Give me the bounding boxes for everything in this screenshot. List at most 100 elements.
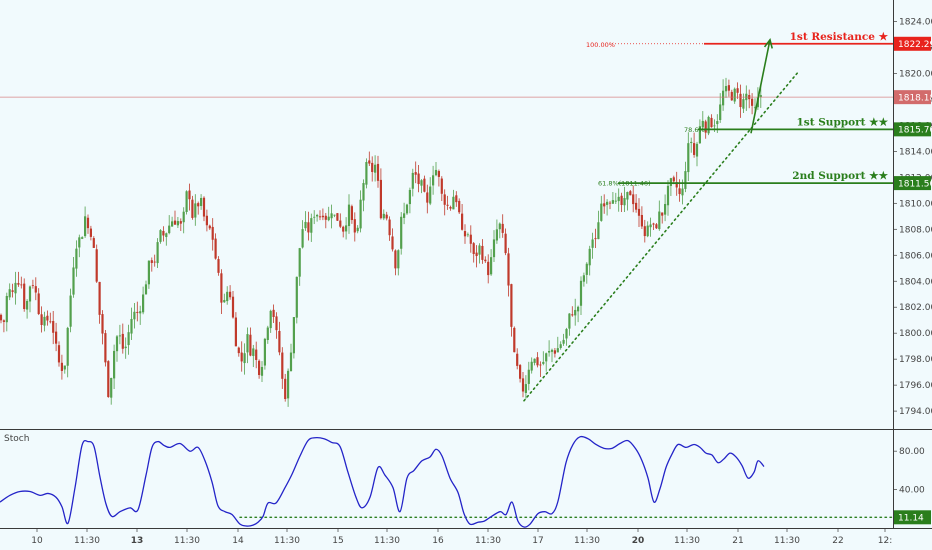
price-candle	[316, 213, 319, 222]
price-candle	[115, 334, 119, 362]
candle-body	[298, 248, 301, 277]
price-candle	[429, 177, 432, 206]
time-tick-label: 11:30	[274, 536, 300, 546]
candle-body	[655, 224, 658, 229]
price-candle	[356, 225, 359, 234]
price-candle	[26, 299, 29, 319]
price-candle	[513, 326, 516, 353]
price-candle	[75, 240, 78, 277]
candle-body	[336, 213, 339, 221]
price-candle	[307, 211, 310, 241]
time-tick-label: 20	[632, 536, 645, 546]
price-candle	[246, 327, 249, 364]
price-candle	[594, 228, 597, 249]
candle-body	[376, 163, 380, 181]
price-candle	[113, 344, 116, 389]
time-tick-label: 15	[332, 536, 343, 546]
price-candle	[168, 215, 171, 235]
candle-body	[684, 171, 687, 189]
candle-body	[429, 186, 432, 204]
candle-body	[643, 226, 646, 237]
price-candle	[376, 155, 380, 188]
price-candle	[507, 247, 510, 297]
price-candle	[617, 188, 620, 212]
level-price-badge-bg	[894, 176, 931, 191]
price-candle	[304, 211, 307, 231]
candle-body	[113, 350, 116, 379]
price-candle	[719, 93, 722, 123]
price-candle	[205, 209, 208, 232]
price-candle	[2, 319, 5, 333]
price-candle	[463, 224, 467, 244]
candle-body	[287, 370, 290, 399]
candle-body	[510, 284, 513, 327]
price-candle	[498, 222, 501, 239]
candle-body	[594, 238, 597, 240]
candle-body	[371, 162, 374, 173]
candle-body	[582, 275, 585, 282]
candle-body	[295, 276, 298, 318]
price-candle	[147, 260, 150, 289]
candle-body	[310, 218, 313, 233]
price-candle	[362, 179, 365, 212]
price-candle	[400, 212, 403, 255]
candle-body	[246, 334, 249, 353]
price-candle	[606, 199, 609, 216]
candle-body	[237, 347, 240, 354]
level-price-badge: 1815.70	[894, 122, 932, 137]
price-candle	[162, 226, 165, 242]
projection-arrow-head	[763, 37, 773, 49]
price-candle	[403, 202, 406, 225]
candle-body	[266, 327, 269, 341]
price-candle	[182, 207, 185, 234]
price-candle	[527, 361, 530, 391]
candle-body	[490, 257, 493, 275]
candle-body	[629, 191, 632, 196]
candle-body	[223, 299, 226, 303]
price-tick-label: 1824.00	[899, 18, 932, 28]
candle-body	[324, 215, 327, 220]
price-candle	[223, 293, 226, 303]
candle-body	[356, 227, 359, 232]
time-tick-label: 12:	[878, 536, 892, 546]
price-candle	[730, 89, 733, 101]
price-candle	[736, 82, 739, 99]
candle-body	[72, 267, 75, 295]
price-candle	[202, 196, 206, 222]
candle-body	[579, 280, 583, 306]
candle-body	[60, 362, 63, 371]
candle-body	[49, 321, 52, 323]
price-candle	[40, 306, 43, 333]
candle-body	[388, 219, 391, 236]
stoch-level-badge: 11.14	[894, 510, 931, 525]
candle-body	[713, 125, 716, 127]
price-candle	[632, 185, 635, 213]
candle-body	[342, 226, 345, 232]
projection-arrow-shaft	[750, 39, 771, 134]
candle-body	[92, 238, 95, 248]
price-candle	[588, 245, 591, 276]
candle-body	[577, 306, 580, 312]
price-candle	[136, 301, 139, 322]
candle-body	[104, 333, 107, 363]
price-candle	[49, 312, 52, 324]
candle-body	[501, 223, 504, 233]
price-candle	[582, 272, 585, 287]
candle-body	[359, 199, 362, 229]
candle-body	[603, 203, 606, 207]
candle-body	[400, 216, 403, 249]
price-candle	[640, 206, 643, 230]
candle-body	[620, 195, 623, 206]
price-candle	[156, 238, 159, 268]
price-candle	[101, 310, 104, 345]
candle-body	[487, 261, 490, 276]
price-candle	[17, 271, 20, 287]
price-candle	[408, 187, 411, 214]
stoch-tick-label: 80.00	[899, 447, 925, 457]
candle-body	[205, 215, 208, 226]
stoch-oscillator	[0, 435, 894, 528]
candle-body	[617, 196, 620, 202]
candle-body	[55, 331, 58, 344]
price-tick-label: 1798.00	[899, 355, 932, 365]
